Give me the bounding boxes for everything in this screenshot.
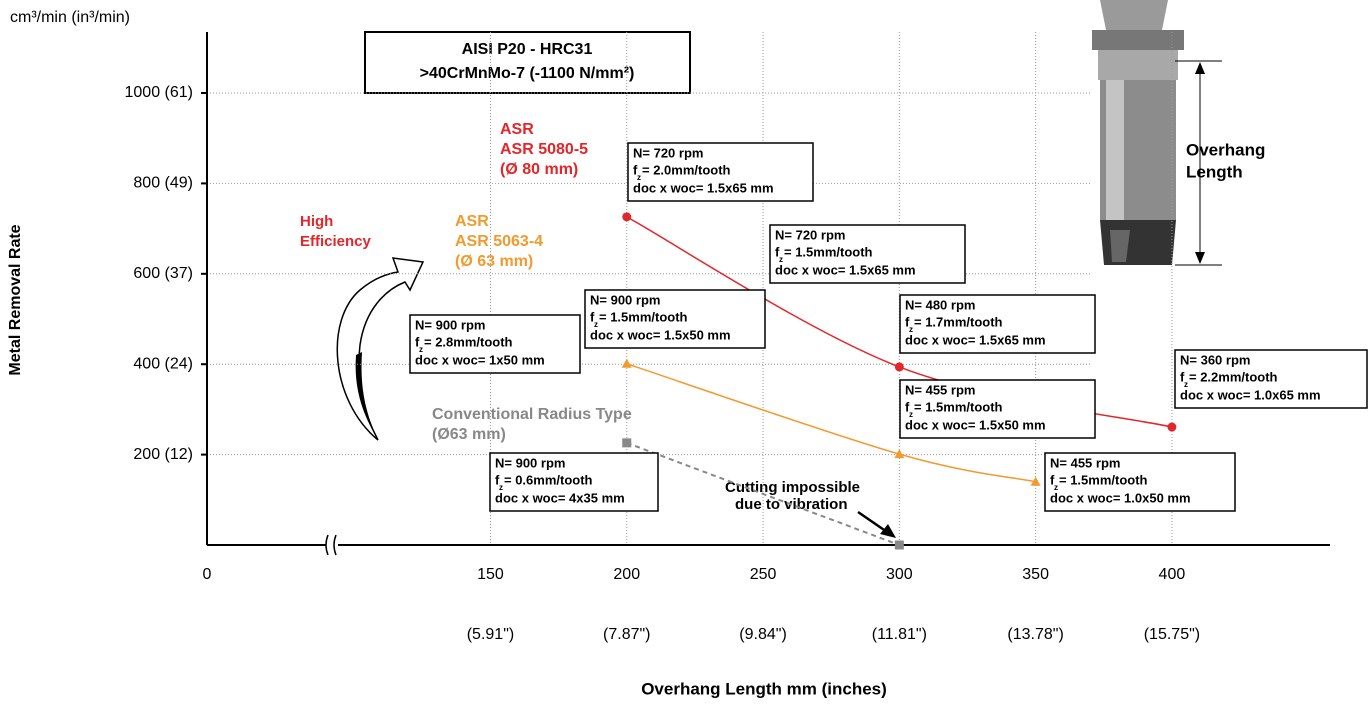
data-point (895, 362, 904, 371)
x-inch-label: (13.78") (1007, 626, 1063, 643)
x-inch-label: (11.81") (872, 626, 927, 643)
x-tick-label: 350 (1022, 566, 1049, 583)
annotation-text: N= 455 rpm (1050, 455, 1120, 470)
y-axis-title: Metal Removal Rate (7, 224, 24, 375)
chart-title: >40CrMnMo-7 (-1100 N/mm²) (420, 65, 635, 82)
series-label: (Ø 63 mm) (455, 253, 533, 270)
y-tick-label: 1000 (61) (125, 84, 194, 101)
data-point (622, 359, 632, 368)
annotation-text: N= 720 rpm (633, 145, 703, 160)
axis-break (326, 535, 338, 555)
annotation-text: = 2.0mm/tooth (642, 162, 731, 177)
data-point (622, 438, 631, 447)
annotation-text: doc x woc= 1.5x50 mm (590, 327, 731, 342)
annotation-text: = 1.5mm/tooth (914, 399, 1003, 414)
annotation-text: N= 900 rpm (590, 292, 660, 307)
x-tick-label: 200 (613, 566, 640, 583)
annotation-text: doc x woc= 1.5x50 mm (905, 417, 1046, 432)
y-tick-label: 200 (12) (133, 446, 193, 463)
x-inch-label: (5.91") (467, 626, 514, 643)
annotation-text: N= 720 rpm (775, 227, 845, 242)
annotation-text: = 1.5mm/tooth (599, 309, 688, 324)
data-point (622, 212, 631, 221)
x-inch-label: (9.84") (739, 626, 786, 643)
series-label: Conventional Radius Type (432, 406, 632, 423)
annotation-text: = 0.6mm/tooth (504, 472, 593, 487)
overhang-label: Overhang (1186, 140, 1265, 159)
annotation-text: N= 360 rpm (1180, 352, 1250, 367)
x-axis-title: Overhang Length mm (inches) (641, 679, 887, 698)
annotation-text: = 2.2mm/tooth (1189, 369, 1278, 384)
x-tick-label: 300 (886, 566, 913, 583)
chart-title: AISI P20 - HRC31 (462, 41, 593, 58)
x-tick-label: 400 (1159, 566, 1186, 583)
annotation-text: N= 900 rpm (495, 455, 565, 470)
annotation-text: doc x woc= 1x50 mm (415, 352, 545, 367)
data-point (1167, 423, 1176, 432)
annotation-text: = 2.8mm/tooth (424, 334, 513, 349)
data-point (895, 541, 904, 550)
x-inch-label: (7.87") (603, 626, 650, 643)
annotation-text: = 1.5mm/tooth (1059, 472, 1148, 487)
annotation-text: N= 455 rpm (905, 382, 975, 397)
series-label: ASR (500, 121, 534, 138)
y-tick-label: 600 (37) (133, 265, 193, 282)
overhang-label: Length (1186, 162, 1243, 181)
annotation-text: doc x woc= 1.0x50 mm (1050, 490, 1191, 505)
annotation-text: doc x woc= 1.5x65 mm (775, 262, 916, 277)
annotation-text: doc x woc= 1.0x65 mm (1180, 387, 1321, 402)
y-tick-label: 800 (49) (133, 175, 193, 192)
annotation-text: = 1.5mm/tooth (784, 244, 873, 259)
annotation-text: doc x woc= 1.5x65 mm (905, 332, 1046, 347)
series-label: (Ø63 mm) (432, 426, 506, 443)
series-label: ASR (455, 213, 489, 230)
annotation-text: N= 480 rpm (905, 297, 975, 312)
y-tick-label: 400 (24) (133, 355, 193, 372)
x-tick-label: 150 (477, 566, 504, 583)
annotation-text: doc x woc= 4x35 mm (495, 490, 625, 505)
chart: Overhang Length AISI P20 - HRC31 >40CrMn… (0, 0, 1371, 702)
annotation-text: = 1.7mm/tooth (914, 314, 1003, 329)
x-inch-label: (15.75") (1144, 626, 1200, 643)
y-unit: cm³/min (in³/min) (10, 9, 130, 26)
annotation-text: N= 900 rpm (415, 317, 485, 332)
efficiency-label: Efficiency (300, 233, 372, 250)
series-label: (Ø 80 mm) (500, 161, 578, 178)
x-tick-label: 250 (750, 566, 777, 583)
tool-illustration (1092, 0, 1184, 265)
efficiency-label: High (300, 213, 333, 230)
series-label: ASR 5063-4 (455, 233, 543, 250)
x-tick-label: 0 (203, 566, 212, 583)
series-label: ASR 5080-5 (500, 141, 588, 158)
annotation-text: doc x woc= 1.5x65 mm (633, 180, 774, 195)
vibration-arrow (880, 524, 896, 538)
